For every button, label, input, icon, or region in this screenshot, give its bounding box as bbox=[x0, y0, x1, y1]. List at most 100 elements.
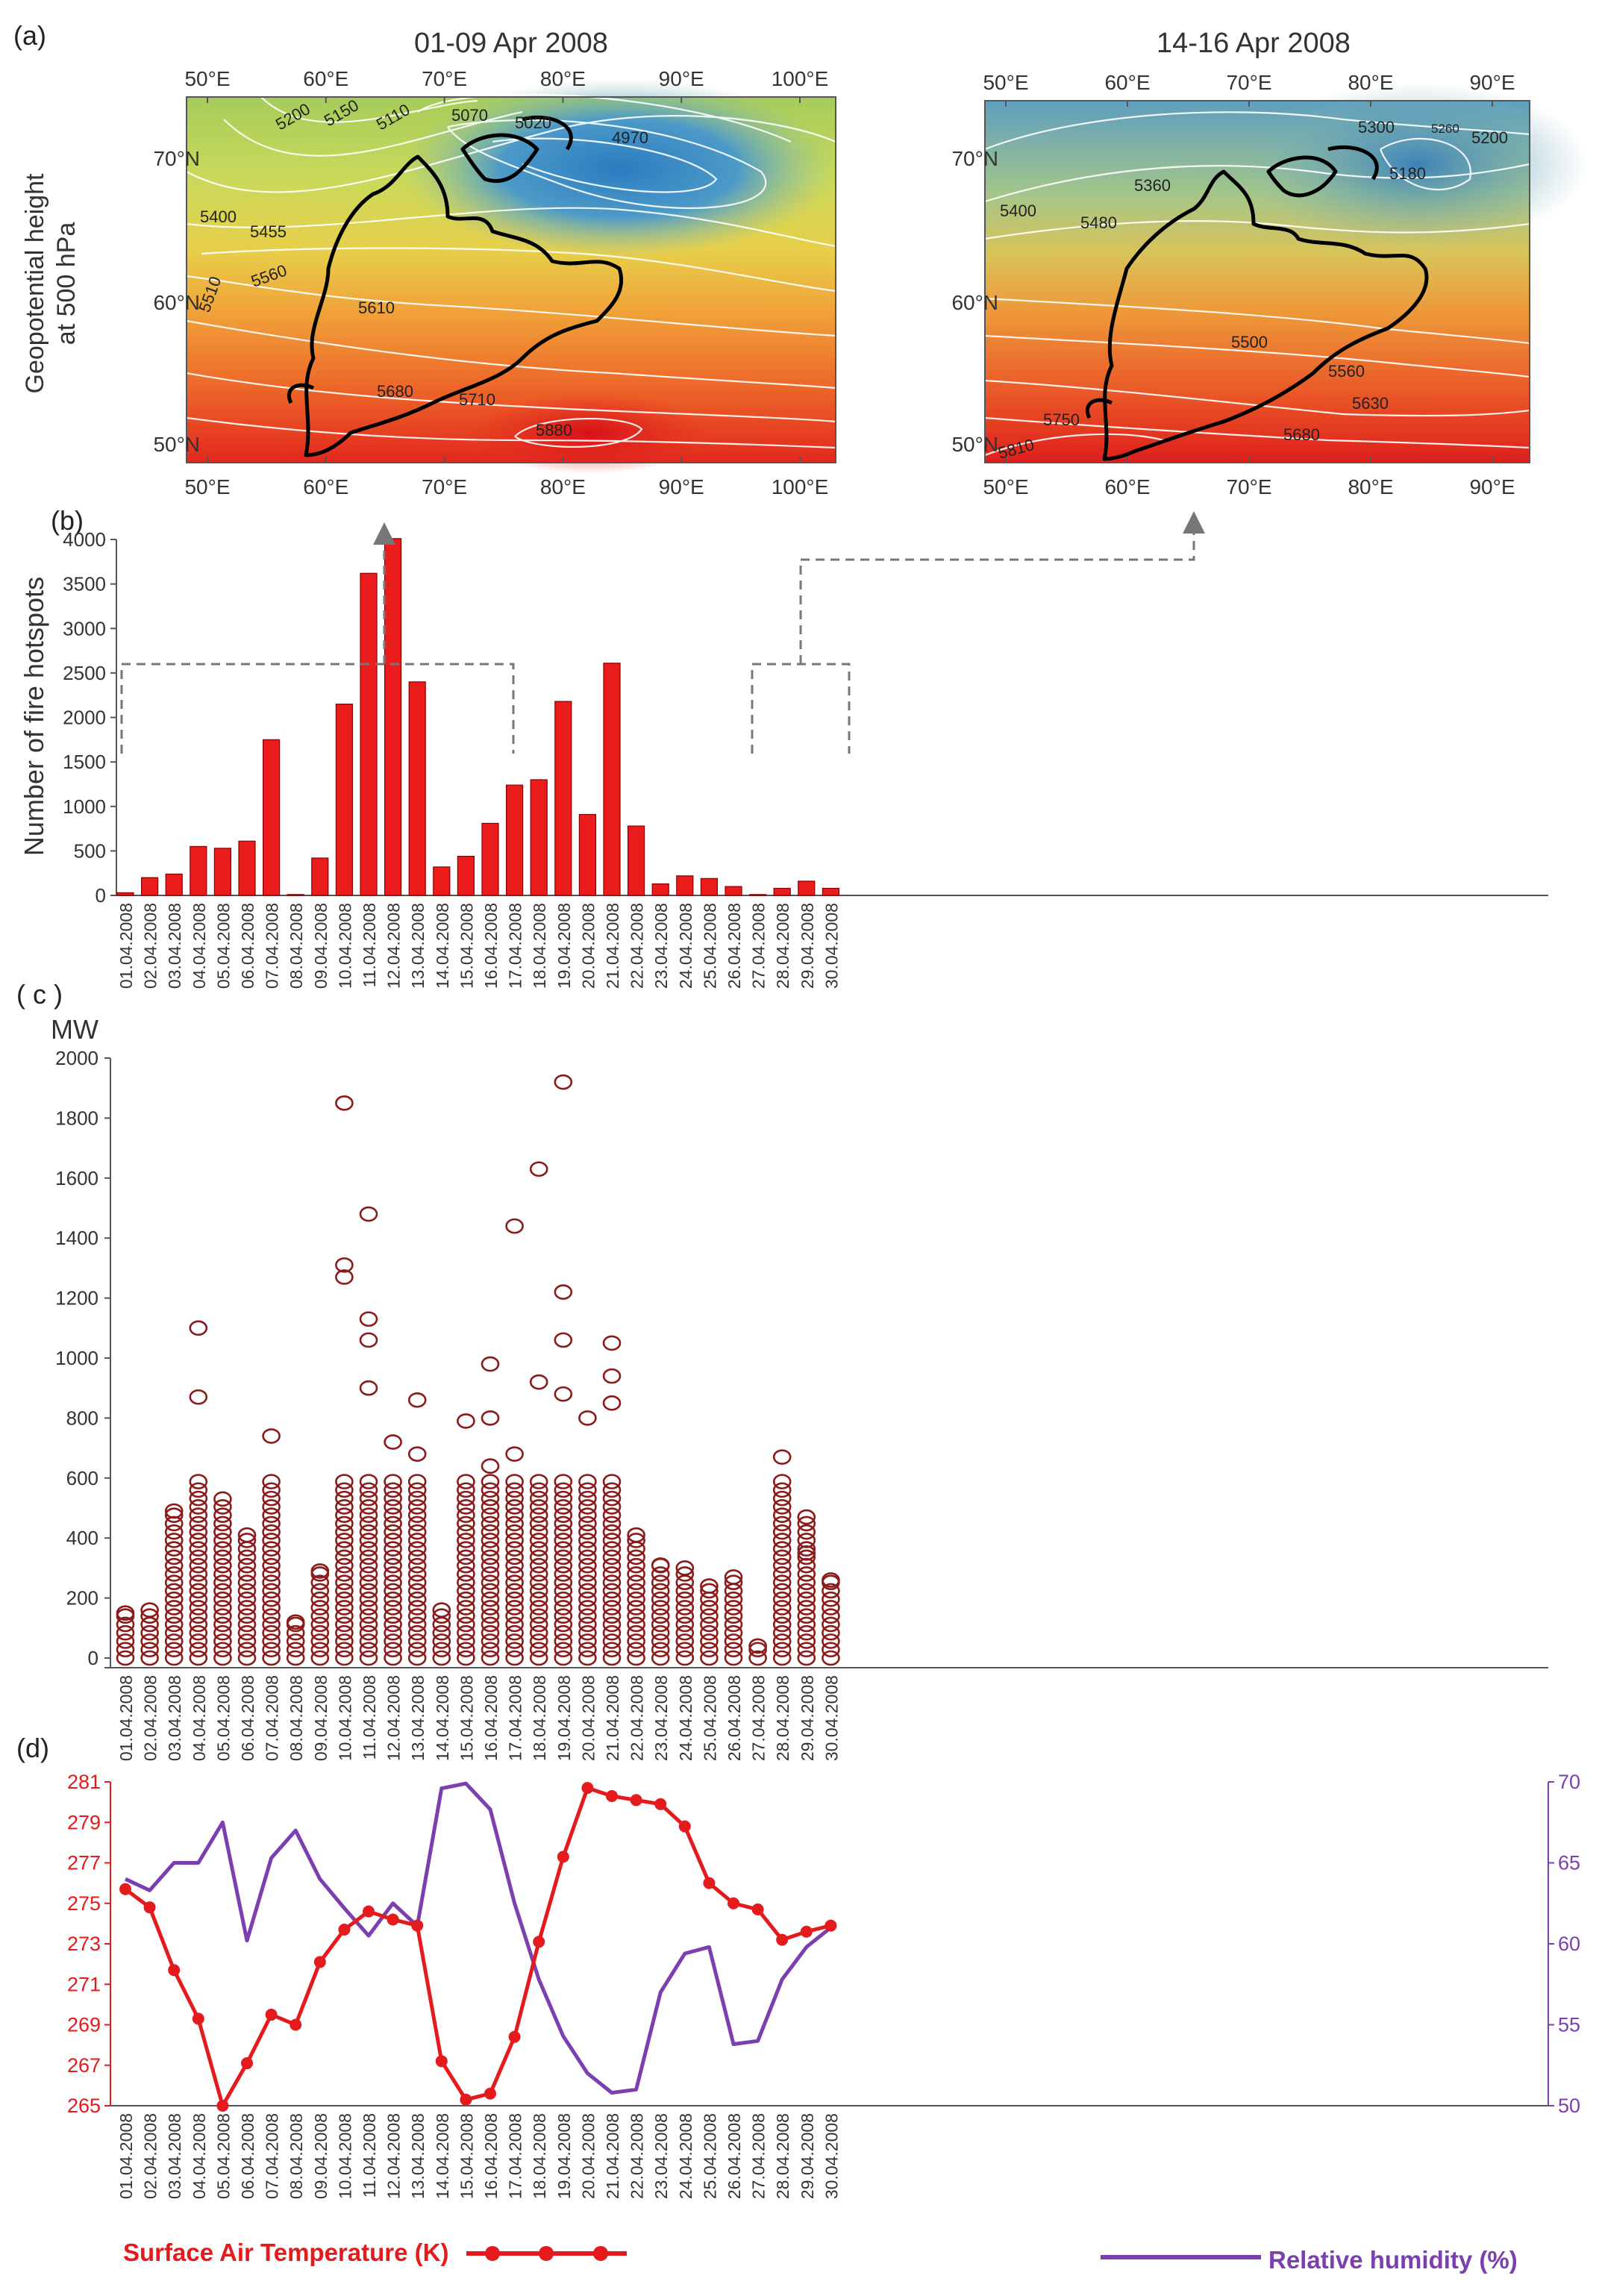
bar bbox=[263, 739, 281, 896]
frp-point bbox=[772, 1650, 792, 1666]
frp-point bbox=[481, 1499, 500, 1515]
frp-point bbox=[724, 1574, 743, 1590]
frp-daily-max bbox=[675, 1560, 695, 1576]
frp-point bbox=[724, 1642, 743, 1658]
bar bbox=[311, 857, 329, 896]
contour-label: 4970 bbox=[612, 128, 648, 147]
frp-point bbox=[578, 1515, 597, 1532]
frp-daily-max bbox=[189, 1320, 208, 1336]
frp-point bbox=[164, 1533, 184, 1548]
frp-daily-max bbox=[578, 1410, 597, 1426]
frp-point bbox=[529, 1600, 548, 1615]
frp-point bbox=[602, 1368, 622, 1384]
frp-point bbox=[627, 1557, 645, 1574]
frp-point bbox=[481, 1541, 500, 1557]
x-tick-label: 04.04.2008 bbox=[190, 903, 209, 989]
frp-point bbox=[213, 1541, 232, 1557]
frp-point bbox=[554, 1474, 573, 1489]
frp-point bbox=[359, 1499, 378, 1515]
frp-point bbox=[627, 1608, 645, 1624]
series-temperature-point bbox=[630, 1794, 642, 1807]
frp-daily-max bbox=[213, 1491, 232, 1507]
frp-point bbox=[554, 1633, 573, 1649]
x-tick-label: 20.04.2008 bbox=[578, 2113, 598, 2199]
frp-point bbox=[189, 1482, 208, 1498]
frp-point bbox=[384, 1474, 402, 1489]
contour-label: 5500 bbox=[1231, 333, 1268, 351]
frp-point bbox=[602, 1600, 622, 1615]
frp-point bbox=[529, 1591, 548, 1607]
frp-point bbox=[384, 1600, 402, 1615]
frp-point bbox=[602, 1395, 622, 1411]
frp-point bbox=[505, 1557, 524, 1574]
frp-point bbox=[457, 1482, 475, 1498]
frp-point bbox=[335, 1608, 354, 1624]
frp-point bbox=[505, 1541, 524, 1557]
frp-point bbox=[457, 1566, 475, 1582]
frp-point bbox=[335, 1650, 354, 1666]
frp-point bbox=[578, 1524, 597, 1540]
x-tick-label: 19.04.2008 bbox=[554, 2113, 574, 2199]
x-tick-label: 28.04.2008 bbox=[773, 903, 792, 989]
y-tick-label: 2500 bbox=[63, 662, 106, 684]
frp-point bbox=[481, 1533, 500, 1548]
frp-point bbox=[359, 1583, 378, 1599]
legend-humidity-label: Relative humidity (%) bbox=[1268, 2246, 1518, 2274]
frp-daily-max bbox=[797, 1509, 816, 1525]
frp-point bbox=[772, 1490, 792, 1507]
frp-point bbox=[651, 1633, 670, 1649]
frp-point bbox=[262, 1490, 281, 1507]
x-tick-label: 01.04.2008 bbox=[116, 2113, 136, 2199]
frp-daily-max bbox=[627, 1527, 645, 1543]
frp-point bbox=[772, 1507, 792, 1523]
frp-point bbox=[237, 1650, 257, 1666]
x-tick-label: 16.04.2008 bbox=[481, 2113, 501, 2199]
y-tick-label: 200 bbox=[66, 1587, 98, 1610]
frp-point bbox=[262, 1616, 281, 1633]
frp-point bbox=[724, 1616, 743, 1633]
frp-point bbox=[407, 1507, 427, 1523]
frp-point bbox=[335, 1591, 354, 1607]
frp-point bbox=[213, 1549, 232, 1565]
frp-point bbox=[213, 1633, 232, 1649]
frp-point bbox=[797, 1642, 816, 1658]
frp-point bbox=[384, 1541, 402, 1557]
frp-point bbox=[457, 1490, 475, 1507]
map-lat-tick: 60°N bbox=[951, 291, 998, 314]
bar bbox=[116, 892, 134, 896]
frp-point bbox=[262, 1549, 281, 1565]
x-tick-label: 08.04.2008 bbox=[287, 1675, 306, 1761]
frp-point bbox=[359, 1524, 378, 1540]
frp-point bbox=[262, 1624, 281, 1641]
frp-point bbox=[213, 1583, 232, 1599]
frp-point bbox=[627, 1642, 645, 1658]
frp-point bbox=[675, 1633, 695, 1649]
frp-point bbox=[262, 1574, 281, 1590]
frp-point bbox=[384, 1549, 402, 1565]
bar bbox=[773, 887, 791, 896]
frp-point bbox=[724, 1600, 743, 1615]
frp-point bbox=[164, 1566, 184, 1582]
series-temperature-point bbox=[825, 1919, 837, 1932]
frp-point bbox=[481, 1458, 500, 1474]
frp-point bbox=[189, 1591, 208, 1607]
frp-point bbox=[481, 1490, 500, 1507]
y-tick-label: 1400 bbox=[55, 1227, 98, 1249]
frp-point bbox=[432, 1608, 451, 1624]
frp-point bbox=[335, 1474, 354, 1489]
frp-point bbox=[627, 1583, 645, 1599]
map-right-contours bbox=[984, 111, 1530, 457]
frp-point bbox=[359, 1608, 378, 1624]
y-tick-label-right: 55 bbox=[1558, 2014, 1580, 2036]
frp-point bbox=[310, 1608, 330, 1624]
frp-point bbox=[286, 1650, 305, 1666]
x-tick-label: 16.04.2008 bbox=[481, 903, 501, 989]
frp-point bbox=[529, 1474, 548, 1489]
x-tick-label: 20.04.2008 bbox=[578, 1675, 598, 1761]
frp-point bbox=[602, 1650, 622, 1666]
frp-point bbox=[262, 1515, 281, 1532]
frp-point bbox=[529, 1583, 548, 1599]
frp-point bbox=[335, 1566, 354, 1582]
frp-point bbox=[529, 1557, 548, 1574]
frp-point bbox=[237, 1566, 257, 1582]
